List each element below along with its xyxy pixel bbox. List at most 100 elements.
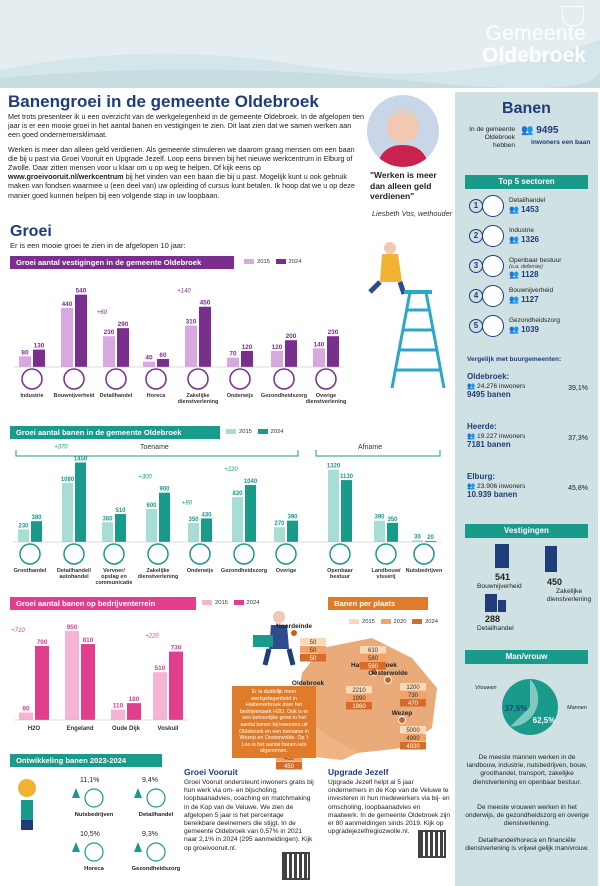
rank-badge: 5 — [469, 319, 483, 333]
category-label-oude-dijk: Oude Dijk — [112, 726, 141, 732]
groei-vooruit-text: Groei Vooruit ondersteunt inwoners grati… — [184, 779, 314, 852]
vest-1-value: 541 — [495, 572, 511, 582]
value-overige-2024: 390 — [287, 515, 298, 521]
tools-icon — [63, 368, 85, 390]
place-cell-hattemerbroek-2 — [360, 662, 386, 670]
bar-onderwijs-2024 — [241, 350, 253, 367]
intro-link[interactable]: www.groeivooruit.nl/werkcentrum — [8, 172, 124, 182]
compare-name: Elburg: — [467, 472, 495, 481]
top5-value: 👥 1326 — [509, 235, 539, 244]
sector-icon — [482, 195, 504, 217]
place-name-noordeinde: Noordeinde — [276, 623, 312, 630]
bar-gezondheidszorg-2024 — [285, 340, 297, 367]
bar-detailhandel-2015 — [103, 336, 115, 367]
place-value-oosterwolde-2: 470 — [408, 701, 419, 707]
afname-bracket — [315, 450, 441, 457]
pin-oosterwolde — [384, 676, 392, 684]
bar-industrie-2015 — [19, 356, 31, 367]
category-label-onderwijs: Onderwijs — [227, 393, 254, 399]
people-icon — [19, 543, 41, 565]
map-legend-c: 2024 — [425, 619, 438, 626]
bar-bouwnijverheid-2015 — [61, 308, 73, 367]
value-vervoer-opslag-en-communicatie-2024: 510 — [115, 508, 126, 514]
place-cell-noordeinde-1 — [300, 646, 326, 654]
value-zakelijke-dienstverlening-2015: 310 — [186, 318, 197, 325]
place-value-wezep-2: 4930 — [406, 744, 420, 750]
top5-label: Industrie — [509, 227, 534, 234]
value-horeca-2015: 40 — [145, 355, 153, 362]
value-detailhandel-autohandel-2015: 1080 — [61, 477, 75, 483]
place-cell-oosterwolde-1 — [400, 691, 426, 699]
qr-code-upgrade[interactable] — [418, 830, 446, 858]
pin-noordeinde — [290, 629, 298, 637]
category-label-h2o: H2O — [28, 726, 41, 732]
category-label-vervoer-opslag-en-communicatie: Vervoer/opslag en communicatie — [96, 568, 133, 586]
annotation-detailhandel-autohandel: +370 — [54, 445, 68, 451]
top5-item: 2 Industrie 👥 1326 — [469, 225, 594, 251]
ladder-illustration — [368, 242, 446, 389]
value-gezondheidszorg-2024: 200 — [286, 333, 297, 340]
category-label-horeca: Horeca — [147, 393, 167, 399]
bar-zakelijke-dienstverlening-2015 — [146, 509, 157, 542]
top5-item: 5 Gezondheidszorg 👥 1039 — [469, 315, 594, 341]
bar-gezondheidszorg-2015 — [232, 497, 243, 542]
vest-3-value: 288 — [485, 614, 501, 624]
qr-code-groeivooruit[interactable] — [282, 852, 310, 880]
place-value-t-loo-1: 450 — [284, 756, 295, 762]
header-banner: Gemeente Oldebroek — [0, 0, 600, 88]
place-value-oosterwolde-0: 1200 — [406, 685, 420, 691]
quote-text: "Werken is meer dan alleen geld verdiene… — [370, 170, 437, 201]
bar-h2o-2015 — [19, 712, 33, 720]
bar-openbaar-bestuur-2015 — [328, 469, 339, 542]
value-overige-dienstverlening-2015: 140 — [314, 341, 325, 348]
bar-groothandel-2015 — [18, 529, 29, 542]
value-nutsbedrijven-2024: 20 — [427, 535, 434, 541]
dev-label-detailhandel: Detailhandel — [139, 812, 174, 818]
chart2-legend: 2015 2024 — [222, 429, 283, 435]
logo-line2: Oldebroek — [482, 44, 586, 67]
bar-landbouw-visserij-2015 — [374, 520, 385, 542]
sector-icon-gezondheidszorg — [146, 842, 166, 862]
pie-slice-vrouwen — [510, 679, 539, 727]
bar-overige-dienstverlening-2024 — [327, 336, 339, 367]
bar-vervoer-opslag-en-communicatie-2015 — [102, 522, 113, 542]
people-icon — [329, 543, 351, 565]
people-icon: 👥 — [521, 125, 534, 136]
map-title: Banen per plaats — [328, 597, 428, 610]
vest-2-label: Zakelijke dienstverlening — [546, 588, 592, 603]
cross-icon — [233, 543, 255, 565]
place-cell-oosterwolde-2 — [400, 699, 426, 707]
bar-overige-dienstverlening-2015 — [313, 348, 325, 367]
chart3-legend-b: 2024 — [246, 600, 260, 607]
sidebar-count-value: 9495 — [536, 125, 559, 136]
chart1-legend-a: 2015 — [257, 259, 270, 266]
place-name-oosterwolde: Oosterwolde — [368, 670, 408, 677]
value-openbaar-bestuur-2015: 1320 — [327, 464, 341, 470]
intro-p2a: Werken is meer dan alleen geld verdienen… — [8, 144, 355, 173]
annotation-h2o: +710 — [11, 628, 25, 634]
bar-groothandel-2024 — [31, 521, 42, 542]
chart2-legend-a: 2015 — [239, 429, 252, 436]
dev-value-horeca: 10,5% — [80, 831, 100, 838]
value-zakelijke-dienstverlening-2024: 900 — [159, 487, 170, 493]
compare-name: Heerde: — [467, 422, 497, 431]
dev-label-horeca: Horeca — [84, 866, 104, 872]
category-label-zakelijke-dienstverlening: Zakelijke dienstverlening — [178, 393, 219, 405]
arrow-up-icon — [72, 788, 80, 798]
place-value-oldebroek-1: 1990 — [352, 696, 366, 702]
value-voskuil-2024: 730 — [171, 645, 182, 652]
place-value-oosterwolde-1: 730 — [408, 693, 419, 699]
annotation-onderwijs: +80 — [182, 500, 193, 506]
briefcase-icon — [147, 543, 169, 565]
header-decoration — [0, 40, 600, 88]
dev-label-gezondheidszorg: Gezondheidszorg — [132, 866, 181, 872]
bar-h2o-2024 — [35, 645, 49, 720]
value-h2o-2015: 80 — [22, 706, 30, 713]
manvrouw-pie: 37,5% 62,5% — [502, 679, 558, 735]
value-landbouw-visserij-2024: 350 — [387, 517, 398, 523]
place-value-wezep-1: 4990 — [406, 736, 420, 742]
crest-icon — [562, 6, 584, 26]
map-legend-a: 2015 — [362, 619, 375, 626]
value-openbaar-bestuur-2024: 1130 — [340, 474, 354, 480]
chart2-title: Groei aantal banen in de gemeente Oldebr… — [10, 426, 220, 439]
